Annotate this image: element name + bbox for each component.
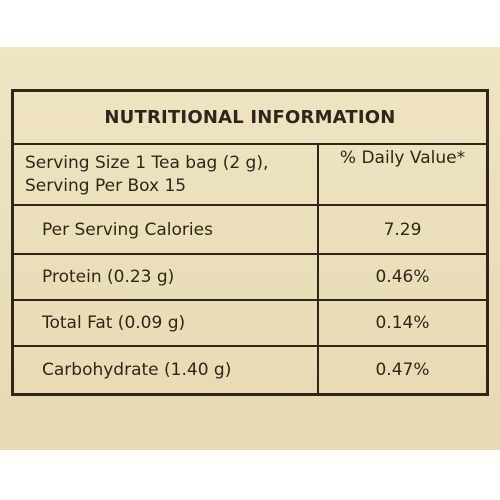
- table-row: Total Fat (0.09 g) 0.14%: [14, 301, 486, 347]
- row-value-cell: 0.14%: [319, 301, 486, 345]
- row-label-cell: Carbohydrate (1.40 g): [14, 347, 319, 393]
- row-label-cell: Total Fat (0.09 g): [14, 301, 319, 345]
- row-label: Per Serving Calories: [42, 219, 213, 240]
- row-value: 0.46%: [375, 267, 430, 287]
- row-value-cell: 0.47%: [319, 347, 486, 393]
- row-label: Total Fat (0.09 g): [42, 313, 186, 333]
- beige-panel: [0, 47, 500, 450]
- servings-per-box: Serving Per Box 15: [25, 175, 187, 196]
- table-row: Per Serving Calories 7.29: [14, 206, 486, 255]
- table-title: NUTRITIONAL INFORMATION: [104, 107, 396, 128]
- row-label: Protein (0.23 g): [42, 267, 175, 287]
- row-label-cell: Protein (0.23 g): [14, 255, 319, 299]
- table-row: Carbohydrate (1.40 g) 0.47%: [14, 347, 486, 393]
- table-title-row: NUTRITIONAL INFORMATION: [14, 92, 486, 145]
- row-value: 0.47%: [375, 360, 430, 380]
- serving-size: Serving Size 1 Tea bag (2 g),: [25, 152, 269, 173]
- daily-value-header: % Daily Value*: [339, 148, 466, 168]
- daily-value-header-cell: % Daily Value*: [319, 145, 486, 204]
- row-value: 7.29: [383, 219, 422, 240]
- row-label-cell: Per Serving Calories: [14, 206, 319, 253]
- row-label: Carbohydrate (1.40 g): [42, 360, 232, 380]
- nutrition-table: NUTRITIONAL INFORMATION Serving Size 1 T…: [11, 89, 489, 396]
- row-value: 0.14%: [375, 313, 430, 333]
- row-value-cell: 7.29: [319, 206, 486, 253]
- serving-info-cell: Serving Size 1 Tea bag (2 g), Serving Pe…: [14, 145, 319, 204]
- table-header-row: Serving Size 1 Tea bag (2 g), Serving Pe…: [14, 145, 486, 206]
- row-value-cell: 0.46%: [319, 255, 486, 299]
- table-row: Protein (0.23 g) 0.46%: [14, 255, 486, 301]
